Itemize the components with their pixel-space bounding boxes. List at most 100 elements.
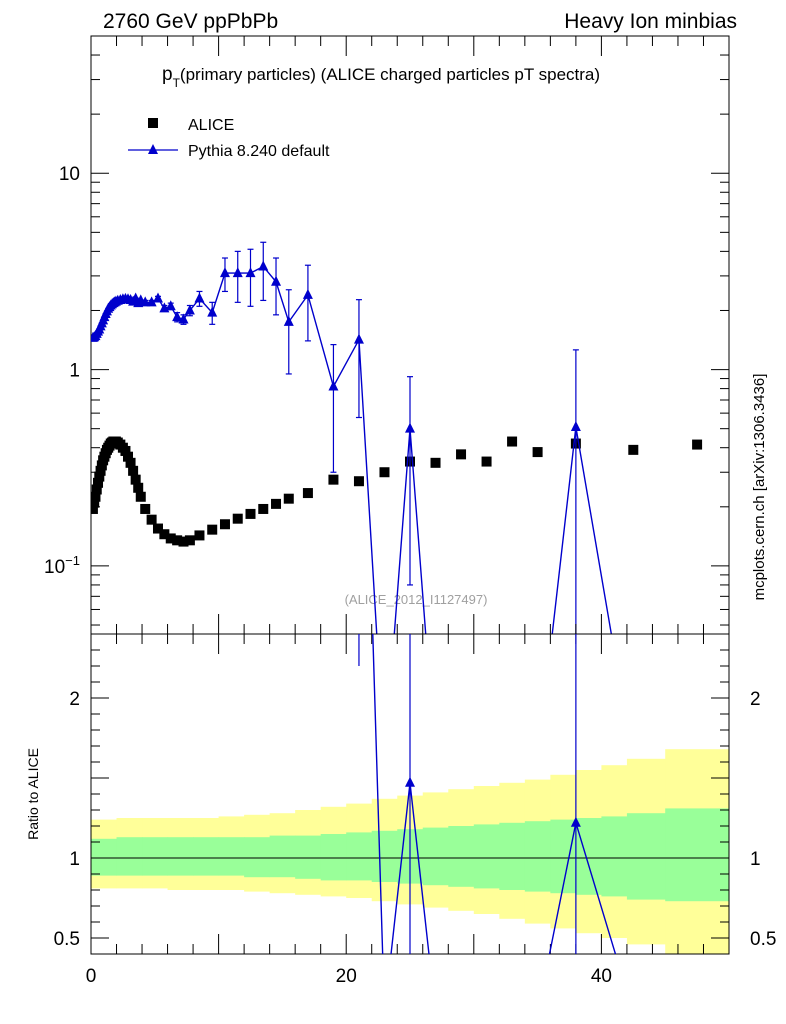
alice-point bbox=[302, 488, 313, 499]
band-inner-segment bbox=[116, 837, 143, 876]
ratio-y-tick-label-right: 1 bbox=[750, 849, 761, 870]
alice-point bbox=[96, 460, 107, 471]
ratio-y-tick-label: 2 bbox=[69, 689, 80, 710]
band-inner-segment bbox=[448, 826, 475, 887]
band-inner-segment bbox=[91, 838, 118, 876]
alice-point bbox=[91, 503, 98, 514]
pythia-point bbox=[245, 267, 256, 278]
alice-point bbox=[379, 467, 390, 478]
alice-point bbox=[245, 508, 256, 519]
pythia-point bbox=[405, 422, 415, 433]
alice-point bbox=[283, 493, 294, 504]
pythia-series bbox=[91, 241, 613, 766]
pythia-point bbox=[178, 313, 189, 324]
pythia-point bbox=[140, 296, 151, 307]
alice-point bbox=[130, 474, 141, 485]
pythia-point bbox=[507, 756, 517, 766]
pythia-point bbox=[207, 306, 218, 317]
ratio-series bbox=[358, 634, 617, 954]
watermark: (ALICE_2012_I1127497) bbox=[345, 592, 488, 607]
alice-point bbox=[692, 439, 703, 450]
ratio-panel: 0 20 40 2 2 1 1 0.5 0.5 bbox=[54, 36, 776, 987]
band-inner-segment bbox=[550, 819, 577, 894]
plot-title: pT(primary particles) (ALICE charged par… bbox=[162, 64, 600, 90]
alice-point bbox=[207, 524, 218, 535]
band-inner-segment bbox=[193, 837, 220, 876]
pythia-point bbox=[431, 756, 441, 766]
y-tick-label: 10 bbox=[59, 164, 80, 185]
band-inner-segment bbox=[244, 837, 271, 878]
main-y-ticks bbox=[91, 35, 729, 626]
alice-point bbox=[232, 513, 243, 524]
ratio-y-ticks bbox=[91, 633, 729, 955]
alice-point bbox=[194, 530, 205, 541]
pythia-line bbox=[92, 265, 613, 634]
alice-point bbox=[353, 476, 364, 487]
band-inner-segment bbox=[142, 837, 169, 876]
band-inner-segment bbox=[601, 816, 628, 897]
band-inner-segment bbox=[167, 837, 194, 876]
alice-point bbox=[328, 474, 339, 485]
alice-point bbox=[178, 536, 189, 547]
pythia-point bbox=[302, 288, 313, 299]
title-rest: (primary particles) (ALICE charged parti… bbox=[180, 65, 600, 84]
pythia-point bbox=[379, 756, 389, 766]
pythia-point bbox=[456, 756, 466, 766]
alice-point bbox=[532, 447, 543, 458]
pythia-point bbox=[482, 756, 492, 766]
band-inner-segment bbox=[371, 830, 398, 882]
title-p: p bbox=[162, 64, 173, 85]
legend-data-label: ALICE bbox=[188, 117, 234, 134]
pythia-point bbox=[353, 333, 364, 344]
alice-point bbox=[128, 465, 139, 476]
y-tick-label: 1 bbox=[69, 361, 80, 382]
alice-point bbox=[91, 491, 101, 502]
legend: ALICE Pythia 8.240 default bbox=[128, 117, 330, 160]
main-panel: 10 1 10−1 bbox=[44, 35, 730, 766]
alice-point bbox=[120, 445, 131, 456]
pythia-point bbox=[184, 304, 195, 315]
alice-point bbox=[140, 503, 151, 514]
alice-point bbox=[146, 514, 157, 525]
ratio-y-tick-label-right: 2 bbox=[750, 689, 761, 710]
side-label: mcplots.cern.ch [arXiv:1306.3436] bbox=[751, 374, 768, 601]
pythia-point bbox=[172, 311, 183, 322]
x-tick-label: 0 bbox=[86, 966, 97, 987]
alice-point bbox=[456, 449, 467, 460]
alice-point bbox=[165, 533, 176, 544]
alice-point bbox=[271, 498, 282, 509]
legend-data-marker bbox=[148, 118, 158, 128]
band-inner-segment bbox=[346, 832, 373, 881]
pythia-point bbox=[194, 292, 205, 303]
ratio-point bbox=[570, 816, 581, 827]
band-inner-segment bbox=[320, 834, 347, 881]
title-subscript: T bbox=[173, 76, 181, 90]
alice-point bbox=[94, 471, 105, 482]
alice-point bbox=[93, 477, 104, 488]
pythia-point bbox=[152, 292, 163, 303]
alice-point bbox=[507, 436, 518, 447]
alice-point bbox=[219, 519, 230, 530]
ratio-ylabel: Ratio to ALICE bbox=[25, 748, 41, 840]
pythia-point bbox=[232, 267, 243, 278]
ratio-y-tick-label: 1 bbox=[69, 849, 80, 870]
alice-point bbox=[159, 529, 170, 540]
x-tick-label: 20 bbox=[336, 966, 357, 987]
alice-point bbox=[125, 457, 136, 468]
ratio-y-tick-label: 0.5 bbox=[54, 929, 80, 950]
band-inner-segment bbox=[499, 822, 526, 890]
ratio-bands bbox=[91, 749, 729, 954]
pythia-point bbox=[533, 756, 543, 766]
alice-point bbox=[91, 484, 102, 495]
alice-point bbox=[152, 523, 163, 534]
y-tick-label: 10−1 bbox=[44, 553, 80, 578]
alice-point bbox=[135, 491, 146, 502]
alice-point bbox=[258, 503, 269, 514]
ratio-point bbox=[405, 776, 415, 787]
band-inner-segment bbox=[524, 821, 551, 892]
x-ticks bbox=[90, 36, 730, 954]
pythia-point bbox=[258, 260, 269, 271]
alice-point bbox=[172, 535, 183, 546]
band-inner-segment bbox=[626, 813, 666, 900]
band-inner-segment bbox=[295, 835, 322, 879]
